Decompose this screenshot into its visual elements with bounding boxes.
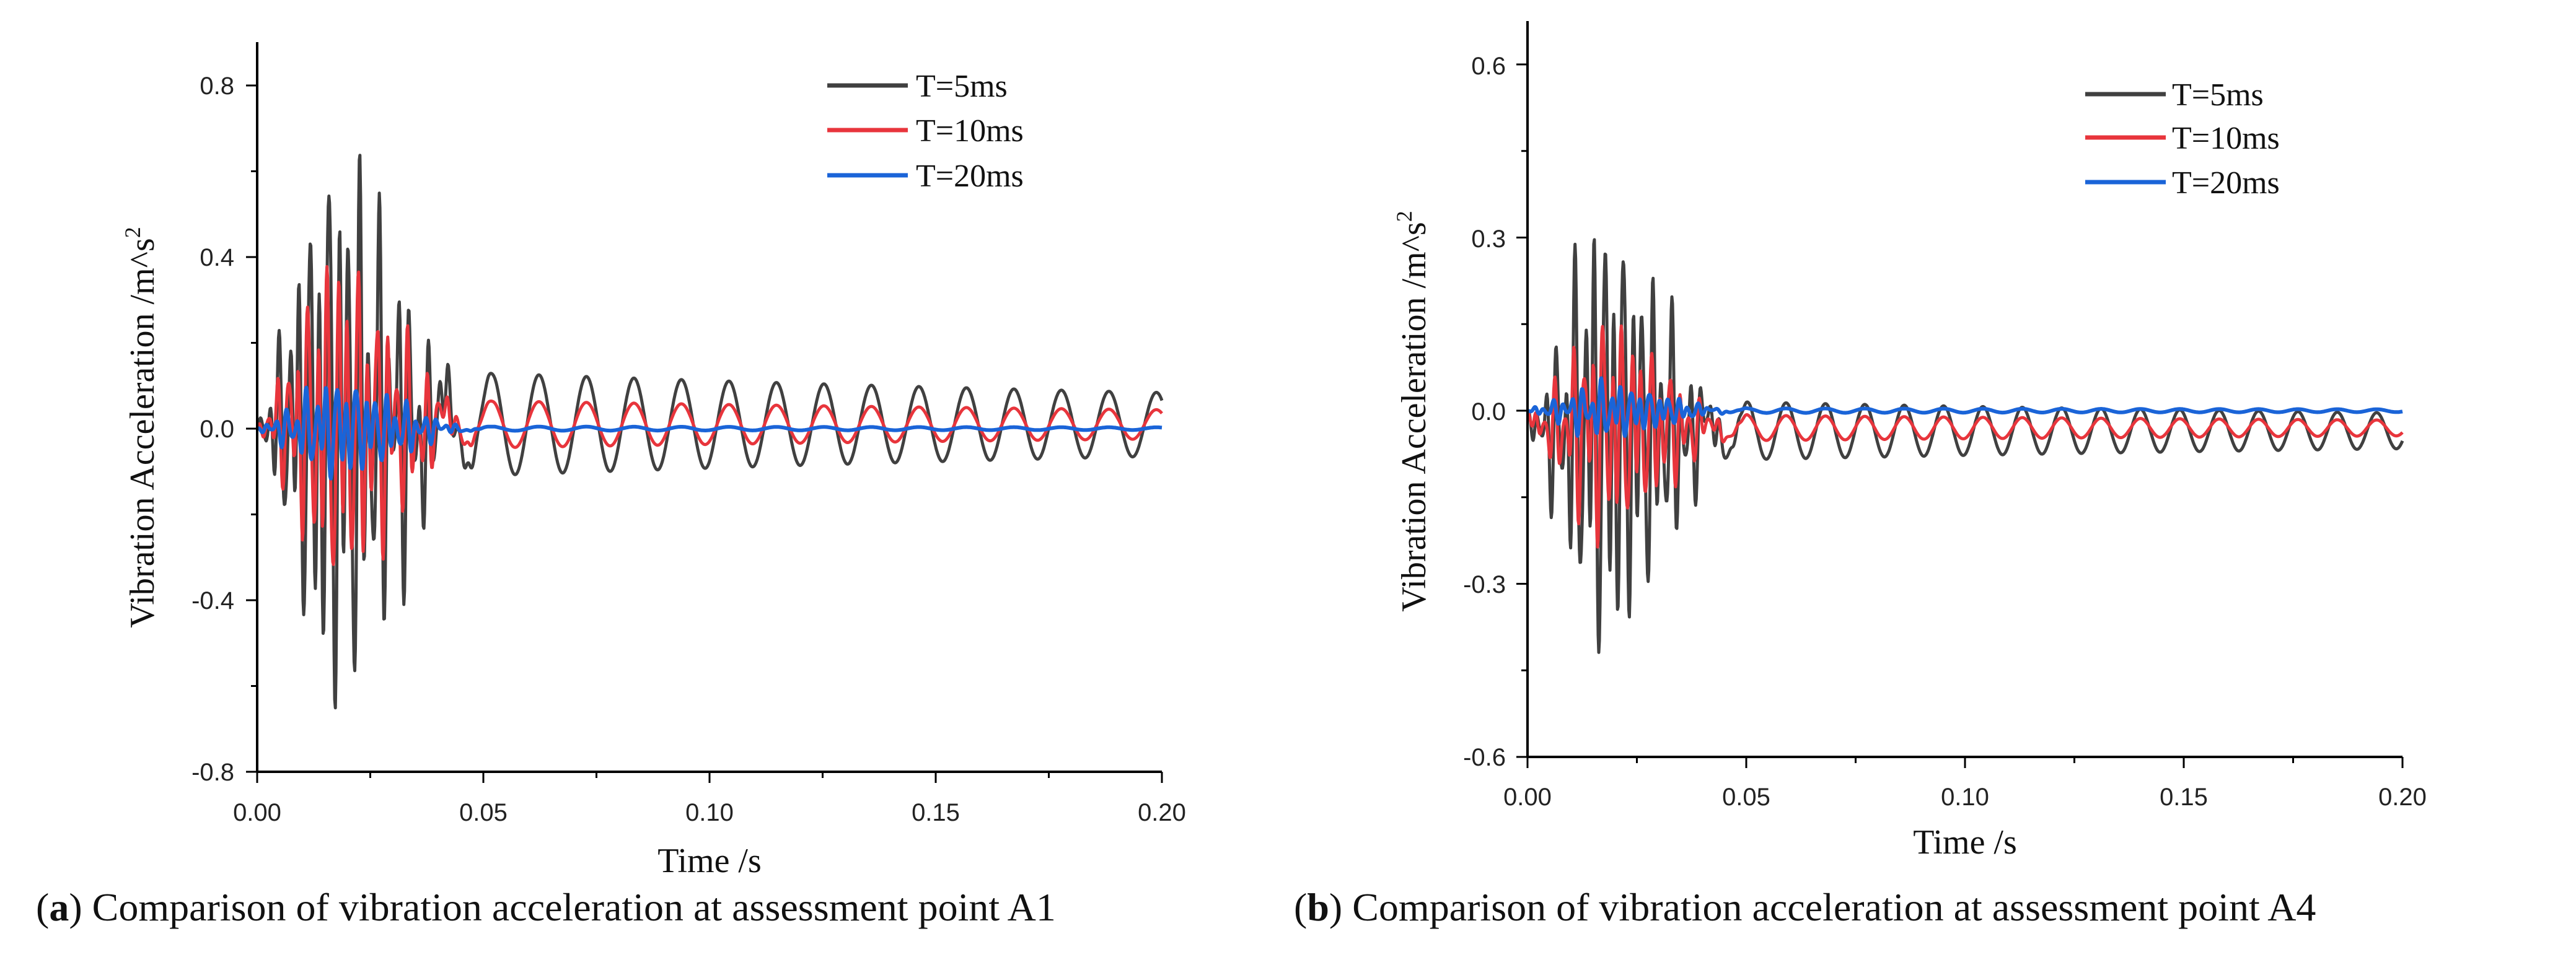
legend-label-t20: T=20ms — [916, 159, 1024, 194]
y-axis-title-text: Vibration Acceleration /m^s — [123, 238, 162, 627]
caption-b: (b) Comparison of vibration acceleration… — [1294, 885, 2316, 929]
y-tick-label: 0.3 — [1471, 225, 1506, 253]
caption-a: (a) Comparison of vibration acceleration… — [36, 885, 1056, 929]
y-tick-labels-a: 0.8 0.4 0.0 -0.4 -0.8 — [191, 72, 234, 786]
series-line-t20 — [1526, 376, 2404, 438]
x-tick-label: 0.20 — [2378, 784, 2427, 811]
y-tick-label: -0.8 — [191, 759, 234, 786]
y-axis-title-a: Vibration Acceleration /m^s2 — [120, 227, 162, 627]
y-tick-label: 0.0 — [200, 416, 234, 443]
y-tick-label: -0.4 — [191, 587, 234, 614]
x-tick-label: 0.10 — [1941, 784, 1989, 811]
x-tick-label: 0.15 — [2160, 784, 2208, 811]
x-axis-title-a: Time /s — [657, 842, 762, 880]
legend-a: T=5ms T=10ms T=20ms — [827, 69, 1024, 194]
y-tick-label: 0.8 — [200, 72, 234, 100]
legend-label-t10: T=10ms — [2172, 121, 2280, 156]
x-tick-label: 0.10 — [685, 799, 734, 826]
chart-panel-a: 0.8 0.4 0.0 -0.4 -0.8 0.00 0.05 0.10 0.1… — [120, 42, 1186, 880]
y-tick-label: 0.4 — [200, 244, 234, 271]
legend-label-t10: T=10ms — [916, 113, 1024, 149]
x-tick-label: 0.00 — [233, 799, 281, 826]
x-tick-label: 0.00 — [1503, 784, 1552, 811]
axes-b — [1516, 21, 2404, 768]
y-axis-title-b: Vibration Acceleration /m^s2 — [1392, 211, 1433, 611]
legend-label-t5: T=5ms — [916, 69, 1008, 104]
y-tick-label: -0.3 — [1463, 571, 1506, 598]
x-tick-label: 0.05 — [1722, 784, 1770, 811]
series-line-t5 — [1526, 238, 2404, 654]
x-axis-title-b: Time /s — [1913, 823, 2017, 862]
legend-label-t20: T=20ms — [2172, 165, 2280, 201]
y-tick-labels-b: 0.6 0.3 0.0 -0.3 -0.6 — [1463, 53, 1506, 771]
x-tick-labels-b: 0.00 0.05 0.10 0.15 0.20 — [1503, 784, 2427, 811]
legend-b: T=5ms T=10ms T=20ms — [2085, 77, 2280, 201]
caption-text-b: ) Comparison of vibration acceleration a… — [1329, 885, 2316, 929]
series-line-t10 — [1526, 324, 2404, 549]
legend-label-t5: T=5ms — [2172, 77, 2264, 113]
series-line-t10 — [255, 265, 1163, 566]
y-tick-label: 0.0 — [1471, 398, 1506, 426]
series-lines-a — [255, 154, 1164, 710]
y-axis-title-text: Vibration Acceleration /m^s — [1395, 222, 1433, 611]
x-tick-label: 0.20 — [1138, 799, 1186, 826]
x-tick-labels-a: 0.00 0.05 0.10 0.15 0.20 — [233, 799, 1186, 826]
series-lines-b — [1526, 238, 2404, 654]
y-tick-label: -0.6 — [1463, 744, 1506, 771]
y-axis-title-sup: 2 — [1392, 211, 1417, 222]
chart-panel-b: 0.6 0.3 0.0 -0.3 -0.6 0.00 0.05 0.10 0.1… — [1392, 21, 2427, 862]
x-tick-label: 0.05 — [459, 799, 508, 826]
series-line-t5 — [255, 154, 1164, 710]
caption-letter-a: a — [49, 885, 69, 929]
series-line-t20 — [256, 385, 1163, 481]
x-tick-label: 0.15 — [912, 799, 960, 826]
axes-a — [246, 42, 1163, 783]
caption-letter-b: b — [1307, 885, 1329, 929]
caption-text-a: ) Comparison of vibration acceleration a… — [69, 885, 1056, 929]
y-tick-label: 0.6 — [1471, 53, 1506, 80]
y-axis-title-sup: 2 — [120, 227, 145, 238]
